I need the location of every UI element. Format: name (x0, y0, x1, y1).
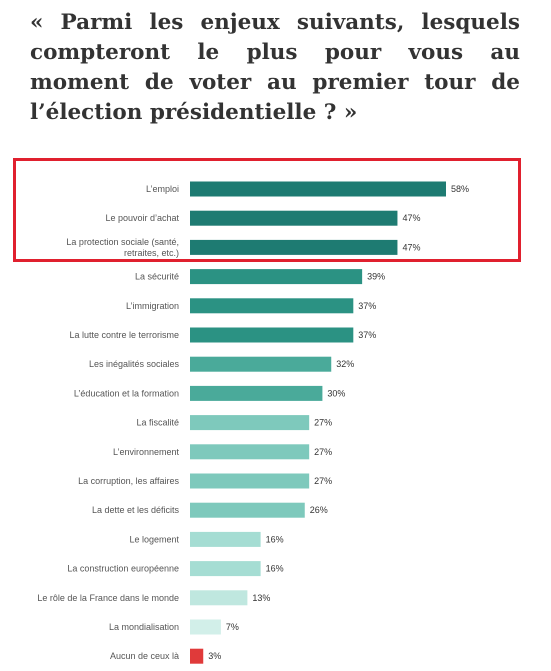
bar (190, 444, 310, 460)
category-label: La mondialisation (109, 622, 179, 632)
bar (190, 269, 363, 285)
value-label: 3% (208, 651, 221, 661)
category-label: L’emploi (146, 184, 179, 194)
value-label: 47% (402, 242, 420, 252)
category-label: L’éducation et la formation (74, 388, 179, 398)
highlight-box (13, 158, 521, 262)
value-label: 16% (266, 564, 284, 574)
category-label: L’immigration (126, 301, 179, 311)
value-label: 27% (314, 418, 332, 428)
bar (190, 210, 398, 226)
bar (190, 415, 310, 431)
category-label: L’environnement (113, 447, 180, 457)
bar (190, 619, 221, 635)
category-label: La corruption, les affaires (78, 476, 179, 486)
category-label: Le logement (129, 534, 179, 544)
category-label: La lutte contre le terrorisme (69, 330, 179, 340)
value-label: 30% (327, 388, 345, 398)
value-label: 47% (402, 213, 420, 223)
bar (190, 327, 354, 343)
bar (190, 648, 204, 664)
category-label: La construction européenne (67, 564, 179, 574)
bar (190, 590, 248, 606)
bar (190, 502, 305, 518)
bar (190, 561, 261, 577)
bar (190, 239, 398, 255)
value-label: 27% (314, 447, 332, 457)
value-label: 26% (310, 505, 328, 515)
bar (190, 298, 354, 314)
bar (190, 531, 261, 547)
bar (190, 473, 310, 489)
value-label: 37% (358, 330, 376, 340)
category-label: Le rôle de la France dans le monde (37, 593, 179, 603)
value-label: 58% (451, 184, 469, 194)
value-label: 16% (266, 534, 284, 544)
value-label: 37% (358, 301, 376, 311)
bar (190, 356, 332, 372)
chart-question-title: « Parmi les enjeux suivants, lesquels co… (30, 10, 520, 125)
category-label: La sécurité (135, 272, 179, 282)
value-label: 27% (314, 476, 332, 486)
value-label: 32% (336, 359, 354, 369)
category-label: Aucun de ceux là (110, 651, 179, 661)
value-label: 39% (367, 272, 385, 282)
category-label: La dette et les déficits (92, 505, 180, 515)
value-label: 13% (252, 593, 270, 603)
category-label: La protection sociale (santé, retraites, … (66, 237, 179, 258)
category-label: Le pouvoir d’achat (105, 213, 179, 223)
bar (190, 385, 323, 401)
category-label: Les inégalités sociales (89, 359, 180, 369)
category-label: La fiscalité (136, 418, 179, 428)
bar (190, 181, 446, 197)
value-label: 7% (226, 622, 239, 632)
